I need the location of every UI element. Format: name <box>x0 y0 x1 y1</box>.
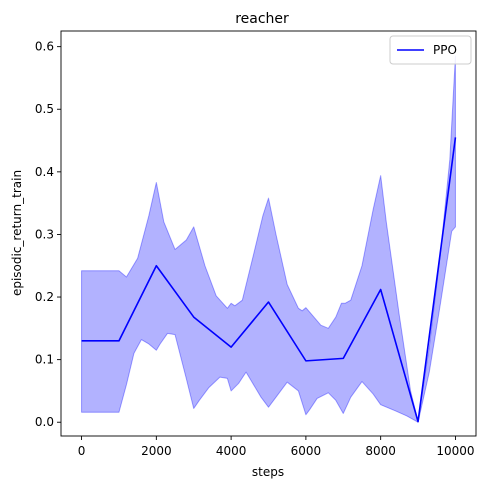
y-tick-label: 0.3 <box>35 227 54 241</box>
series-line-layer <box>81 137 457 423</box>
legend-label: PPO <box>433 43 457 57</box>
y-axis-ticks: 0.0 0.1 0.2 0.3 0.4 0.5 0.6 <box>35 40 61 429</box>
series-line-ppo <box>81 137 457 423</box>
x-tick-label: 2000 <box>141 444 172 458</box>
x-axis-ticks: 0 2000 4000 6000 8000 10000 <box>78 436 475 458</box>
x-tick-label: 0 <box>78 444 86 458</box>
y-tick-label: 0.2 <box>35 290 54 304</box>
legend: PPO <box>389 35 472 65</box>
y-tick-label: 0.0 <box>35 415 54 429</box>
y-tick-label: 0.6 <box>35 40 54 54</box>
y-axis-label: episodic_return_train <box>10 170 24 296</box>
axes-frame <box>60 30 477 437</box>
legend-box <box>389 35 472 65</box>
x-tick-label: 10000 <box>436 444 474 458</box>
y-tick-label: 0.5 <box>35 102 54 116</box>
x-tick-label: 4000 <box>216 444 247 458</box>
x-axis-label: steps <box>252 465 284 479</box>
y-tick-label: 0.4 <box>35 165 54 179</box>
y-tick-label: 0.1 <box>35 353 54 367</box>
x-tick-label: 6000 <box>291 444 322 458</box>
chart-title: reacher <box>235 11 289 27</box>
x-tick-label: 8000 <box>365 444 396 458</box>
